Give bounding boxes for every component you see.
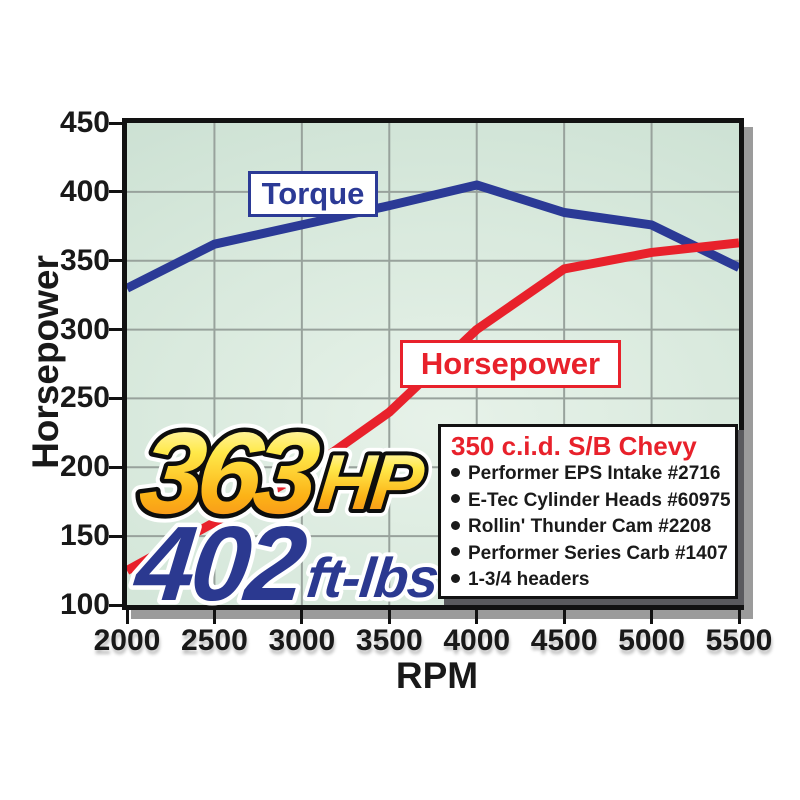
y-tick-mark: [109, 121, 125, 125]
engine-spec-list: Performer EPS Intake #2716 E-Tec Cylinder…: [451, 461, 731, 594]
svg-text:HP: HP: [314, 438, 428, 526]
y-tick-label: 300: [59, 312, 110, 346]
x-tick-mark: [650, 607, 654, 624]
y-tick-label: 100: [59, 588, 110, 621]
y-tick-label: 150: [59, 519, 110, 553]
x-tick-label: 2000: [93, 624, 161, 657]
y-axis-title: Horsepower: [25, 255, 66, 469]
horsepower-curve-label: Horsepower: [400, 340, 621, 388]
bullet-icon: [451, 494, 460, 504]
y-tick-mark: [109, 534, 125, 538]
spec-item-text: Performer Series Carb #1407: [468, 542, 728, 564]
torque-curve: [127, 180, 739, 293]
y-tick-label: 450: [59, 106, 110, 139]
x-tick-mark: [737, 607, 741, 624]
y-tick-mark: [109, 259, 125, 263]
spec-item: Performer EPS Intake #2716: [451, 461, 727, 488]
x-tick-label: 3000: [268, 624, 336, 657]
y-tick-mark: [109, 396, 125, 400]
x-tick-mark: [125, 607, 129, 624]
spec-item-text: 1-3/4 headers: [468, 569, 590, 590]
x-tick-label: 5500: [705, 624, 773, 657]
svg-text:HP: HP: [314, 438, 428, 526]
spec-item-text: Rollin' Thunder Cam #2208: [468, 516, 712, 537]
peak-results-callout: 363 HP 363 HP 402 ft-lbs: [124, 400, 445, 628]
y-tick-mark: [109, 328, 125, 332]
engine-spec-box: 350 c.i.d. S/B Chevy Performer EPS Intak…: [438, 424, 738, 599]
x-tick-label: 5000: [618, 624, 685, 657]
torque-number: 402: [124, 500, 316, 628]
hp-number-halo: 363: [126, 400, 333, 547]
bullet-icon: [451, 547, 460, 557]
svg-text:402: 402: [129, 504, 312, 623]
engine-spec-title: 350 c.i.d. S/B Chevy: [451, 431, 697, 461]
spec-item: Rollin' Thunder Cam #2208: [451, 514, 727, 541]
x-tick-label: 4500: [530, 624, 598, 657]
x-tick-label: 2500: [181, 624, 248, 657]
x-tick-label: 4000: [443, 624, 511, 657]
x-tick-mark: [212, 607, 216, 624]
spec-item: E-Tec Cylinder Heads #60975: [451, 488, 731, 515]
torque-curve-label-text: Torque: [261, 176, 365, 211]
y-tick-label: 350: [59, 243, 110, 277]
hp-unit-halo: HP: [307, 431, 436, 534]
spec-item: 1-3/4 headers: [451, 567, 727, 594]
spec-item-text: E-Tec Cylinder Heads #60975: [468, 489, 731, 511]
y-tick-label: 200: [59, 450, 110, 484]
svg-text:363: 363: [134, 408, 324, 538]
bullet-icon: [451, 520, 460, 530]
y-tick-label: 250: [59, 381, 110, 415]
x-axis-title: RPM: [395, 655, 479, 696]
hp-unit: HP: [310, 434, 432, 530]
x-tick-mark: [475, 607, 479, 624]
x-tick-label: 3500: [355, 624, 423, 657]
torque-curve-label: Torque: [248, 171, 378, 217]
torque-unit: ft-lbs: [300, 542, 445, 613]
x-tick-mark: [387, 607, 391, 624]
spec-item-text: Performer EPS Intake #2716: [468, 463, 721, 484]
hp-number: 363: [130, 404, 329, 543]
svg-text:363: 363: [134, 408, 324, 538]
x-tick-mark: [300, 607, 304, 624]
spec-item: Performer Series Carb #1407: [451, 541, 728, 568]
bullet-icon: [451, 467, 460, 477]
y-tick-mark: [109, 465, 125, 469]
y-tick-mark: [109, 190, 125, 194]
svg-text:ft-lbs: ft-lbs: [304, 546, 441, 609]
horsepower-curve-label-text: Horsepower: [420, 346, 601, 381]
x-tick-mark: [562, 607, 566, 624]
y-tick-label: 400: [59, 174, 110, 208]
y-tick-mark: [109, 603, 125, 607]
bullet-icon: [451, 573, 460, 583]
